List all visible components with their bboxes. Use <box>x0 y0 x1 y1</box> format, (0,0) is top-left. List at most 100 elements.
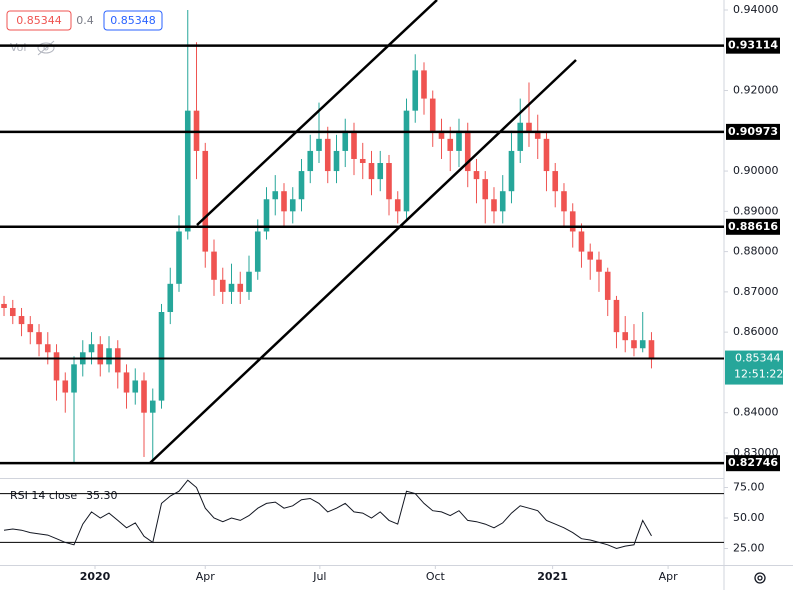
x-tick-label: Oct <box>426 570 446 583</box>
ask-price: 0.85348 <box>110 14 156 27</box>
y-tick-label: 0.86000 <box>733 325 779 338</box>
candle-body <box>569 211 576 232</box>
candle-body <box>1 303 7 308</box>
candle-body <box>561 191 567 212</box>
hide-icon[interactable] <box>37 40 55 56</box>
candle-body <box>281 191 287 212</box>
candle-body <box>456 130 462 151</box>
rsi-tick-label: 50.00 <box>733 511 765 524</box>
candle-body <box>289 199 296 212</box>
candle-body <box>613 299 620 333</box>
level-label: 0.88616 <box>728 220 778 233</box>
candle-body <box>211 251 217 280</box>
candle-body <box>464 130 471 172</box>
candle-body <box>202 150 209 252</box>
level-label-box <box>726 218 780 235</box>
x-tick-label: Jul <box>312 570 326 583</box>
level-label-box <box>726 37 780 54</box>
current-price-label: 0.85344 <box>735 352 781 365</box>
rsi-line <box>3 479 652 550</box>
y-tick-label: 0.87000 <box>733 285 779 298</box>
candle-body <box>132 380 139 393</box>
candle-body <box>359 158 366 164</box>
candle-body <box>578 231 585 252</box>
y-tick-label: 0.84000 <box>733 406 779 419</box>
candle-body <box>18 316 25 325</box>
candle-body <box>88 344 95 353</box>
candle-body <box>403 110 410 212</box>
ask-box <box>103 10 163 31</box>
candle-body <box>71 364 77 393</box>
y-tick-label: 0.92000 <box>733 84 779 97</box>
candle-body <box>482 179 489 200</box>
settings-icon[interactable] <box>754 572 766 584</box>
level-label: 0.90973 <box>728 125 778 138</box>
countdown: 12:51:22 <box>734 368 783 381</box>
candle-body <box>27 324 34 333</box>
rsi-label: RSI 14 close <box>10 489 77 502</box>
candle-body <box>158 312 165 401</box>
candle-body <box>324 138 331 172</box>
candle-body <box>648 340 655 359</box>
last-box <box>6 10 72 31</box>
marks <box>1 9 655 464</box>
trend-line <box>196 0 438 226</box>
candle-body <box>622 332 629 341</box>
candle-body <box>141 380 147 413</box>
candle-body <box>473 171 480 180</box>
level-label-box <box>726 123 780 140</box>
candle-body <box>36 332 42 345</box>
candle-body <box>368 163 375 180</box>
trend-line <box>149 59 577 464</box>
candle-body <box>534 130 541 139</box>
candle-body <box>508 150 515 192</box>
level-label: 0.82746 <box>728 456 778 469</box>
candle-body <box>429 98 436 131</box>
level-label: 0.93114 <box>728 39 778 52</box>
candle-body <box>526 122 532 131</box>
rsi-tick-label: 25.00 <box>733 542 765 555</box>
spread: 0.4 <box>76 14 94 27</box>
candle-body <box>228 283 235 292</box>
candle-body <box>97 344 104 365</box>
candle-body <box>491 199 497 212</box>
rsi-tick-label: 75.00 <box>733 481 765 494</box>
candle-body <box>438 130 445 139</box>
candle-body <box>219 279 226 292</box>
candle-body <box>184 110 191 232</box>
candle-body <box>447 138 454 151</box>
candle-body <box>114 348 121 373</box>
candle-body <box>386 163 392 200</box>
candle-body <box>149 400 156 413</box>
x-tick-label: 2021 <box>537 570 568 583</box>
candle-body <box>307 150 314 172</box>
candle-body <box>123 372 130 393</box>
level-label-box <box>726 455 780 472</box>
candle-body <box>263 199 270 232</box>
volume-label[interactable]: Vol <box>10 41 26 54</box>
candle-body <box>44 344 51 353</box>
y-tick-label: 0.94000 <box>733 3 779 16</box>
candle-body <box>9 307 16 317</box>
candle-body <box>631 340 637 349</box>
candle-body <box>587 251 594 260</box>
candle-body <box>543 138 550 172</box>
candle-body <box>167 283 174 313</box>
candle-body <box>421 70 427 99</box>
y-tick-label: 0.90000 <box>733 164 779 177</box>
candle-body <box>106 348 112 365</box>
candle-body <box>333 150 340 172</box>
candle-body <box>596 259 602 272</box>
candle-body <box>342 130 349 151</box>
y-tick-label: 0.88000 <box>733 245 779 258</box>
candle-body <box>552 171 559 192</box>
y-tick-label: 0.89000 <box>733 204 779 217</box>
candle-body <box>53 352 60 381</box>
x-tick-label: 2020 <box>80 570 111 583</box>
last-price: 0.85344 <box>16 14 62 27</box>
candle-body <box>499 191 506 212</box>
candle-body <box>246 271 252 292</box>
candle-body <box>377 163 384 180</box>
candle-body <box>394 199 401 212</box>
